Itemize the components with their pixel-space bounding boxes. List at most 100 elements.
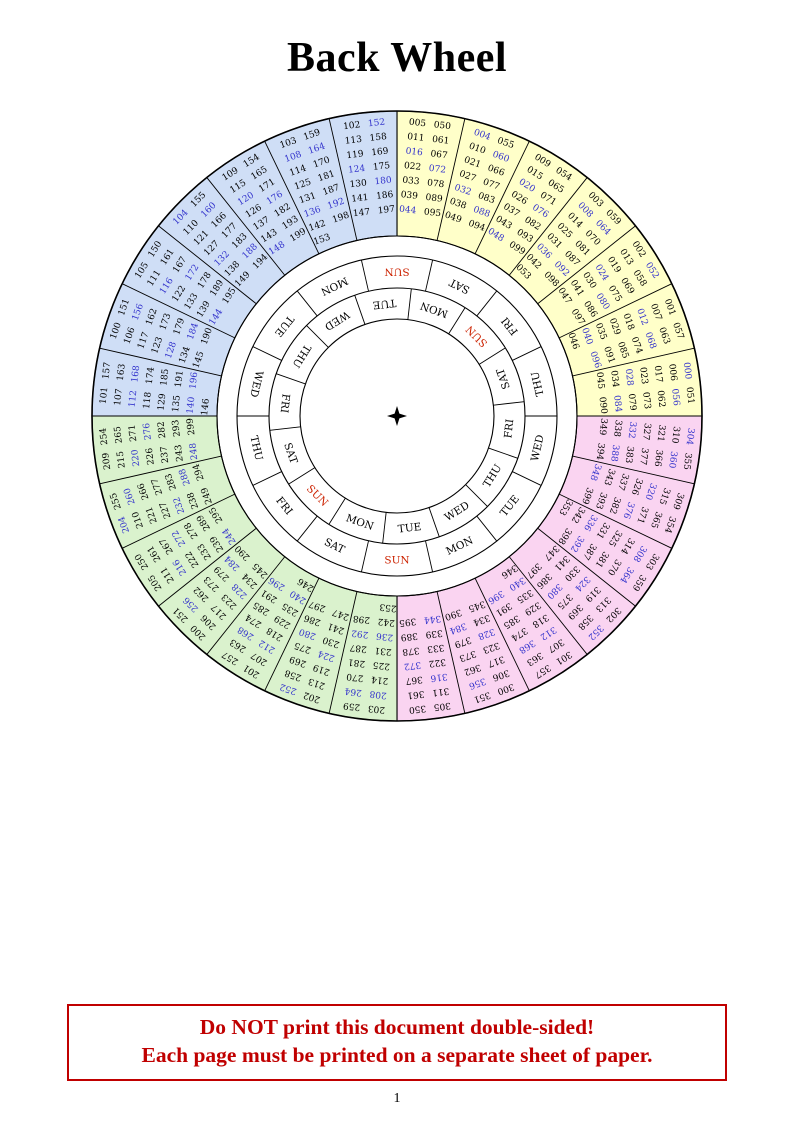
- ring-circle: [299, 318, 495, 514]
- sector-divider: [328, 118, 358, 241]
- day-cell: SAT: [448, 276, 472, 296]
- sector-divider: [508, 177, 588, 276]
- year-number: 095: [423, 207, 441, 219]
- day-cell: SUN: [384, 555, 409, 567]
- warning-box: Do NOT print this document double-sided!…: [67, 1004, 727, 1081]
- day-label: FRI: [278, 393, 292, 414]
- day-cell-divider: [382, 512, 387, 544]
- day-label: FRI: [502, 418, 516, 439]
- year-number: 113: [344, 135, 362, 147]
- year-number: 339: [425, 627, 443, 639]
- year-number: 225: [372, 659, 390, 671]
- year-number: 135: [171, 394, 183, 412]
- year-number: 395: [398, 616, 416, 628]
- back-wheel-diagram: 005 011 016 022 033 039 044 050 061 067 072 078 089 0…: [91, 110, 703, 722]
- year-number: 090: [597, 396, 609, 414]
- year-number: 056: [669, 388, 681, 406]
- year-number: 101: [99, 387, 111, 405]
- year-number: 028: [623, 368, 635, 386]
- year-number: 243: [174, 444, 186, 462]
- year-number: 158: [369, 132, 387, 144]
- year-number: 209: [101, 452, 113, 470]
- day-cell: SUN: [384, 266, 409, 278]
- year-number: 112: [128, 390, 140, 408]
- day-label: FRI: [273, 495, 294, 518]
- year-number: 215: [116, 450, 128, 468]
- day-cell: THU: [247, 435, 264, 462]
- year-number: 203: [367, 703, 385, 715]
- warning-line2: Each page must be printed on a separate …: [141, 1043, 653, 1068]
- year-number: 163: [116, 363, 128, 381]
- sector-divider: [99, 455, 222, 485]
- year-number: 078: [427, 178, 445, 190]
- day-cell: MON: [419, 299, 450, 320]
- year-sector: 102 113 119 124 130 141 147 152 158 169 175 180 186 1…: [343, 118, 396, 220]
- day-cell: FRI: [502, 418, 516, 439]
- day-label: WED: [529, 434, 547, 463]
- year-number: 000: [681, 362, 693, 380]
- sector-divider: [264, 577, 320, 691]
- day-cell-divider: [488, 447, 518, 459]
- year-number: 168: [130, 365, 142, 383]
- day-cell: SAT: [322, 536, 346, 556]
- year-number: 281: [348, 656, 366, 668]
- day-cell: THU: [529, 370, 546, 397]
- year-number: 276: [142, 422, 154, 440]
- year-number: 377: [637, 447, 649, 465]
- day-label: TUE: [498, 493, 522, 519]
- year-number: 355: [681, 452, 693, 470]
- year-sector: 005 011 016 022 033 039 044 050 061 067 072 078 089 0…: [398, 118, 451, 220]
- day-cell-divider: [288, 467, 316, 485]
- day-label: TUE: [397, 521, 422, 536]
- day-cell-divider: [252, 346, 282, 361]
- year-number: 208: [369, 688, 387, 700]
- sector-divider: [99, 347, 222, 377]
- year-number: 321: [655, 424, 667, 442]
- day-cell: TUE: [498, 493, 522, 519]
- day-cell-divider: [493, 401, 525, 406]
- year-number: 072: [428, 164, 446, 176]
- sector-divider: [558, 283, 672, 339]
- year-number: 016: [405, 147, 423, 159]
- day-cell-divider: [269, 426, 301, 431]
- year-number: 388: [608, 444, 620, 462]
- year-number: 191: [174, 370, 186, 388]
- year-number: 079: [626, 393, 638, 411]
- day-label: SAT: [448, 276, 472, 296]
- day-cell-divider: [476, 515, 498, 542]
- sector-divider: [436, 591, 466, 714]
- year-number: 378: [401, 645, 419, 657]
- year-number: 045: [594, 371, 606, 389]
- sector-divider: [436, 118, 466, 241]
- day-label: SUN: [304, 483, 330, 509]
- year-number: 146: [200, 398, 212, 416]
- year-number: 287: [349, 642, 367, 654]
- warning-line1: Do NOT print this document double-sided!: [199, 1015, 595, 1039]
- center-star-icon: [387, 406, 407, 426]
- day-label: THU: [481, 462, 505, 490]
- year-number: 062: [655, 390, 667, 408]
- year-number: 124: [348, 164, 366, 176]
- day-cell: WED: [529, 434, 547, 463]
- year-number: 242: [377, 616, 395, 628]
- year-number: 231: [374, 645, 392, 657]
- day-cell: WED: [443, 499, 472, 523]
- day-cell: FRI: [499, 315, 520, 338]
- day-label: SAT: [281, 441, 299, 465]
- day-cell: WED: [322, 308, 351, 332]
- day-cell-divider: [425, 540, 434, 573]
- year-number: 169: [371, 146, 389, 158]
- day-cell-divider: [306, 325, 329, 348]
- year-number: 383: [623, 446, 635, 464]
- sector-divider: [474, 141, 530, 255]
- year-number: 017: [652, 365, 664, 383]
- year-number: 033: [402, 176, 420, 188]
- day-cell: MON: [444, 535, 475, 558]
- year-number: 130: [349, 178, 367, 190]
- day-cell: TUE: [397, 521, 422, 536]
- year-number: 061: [431, 135, 449, 147]
- sector-divider: [264, 141, 320, 255]
- day-cell-divider: [296, 515, 318, 542]
